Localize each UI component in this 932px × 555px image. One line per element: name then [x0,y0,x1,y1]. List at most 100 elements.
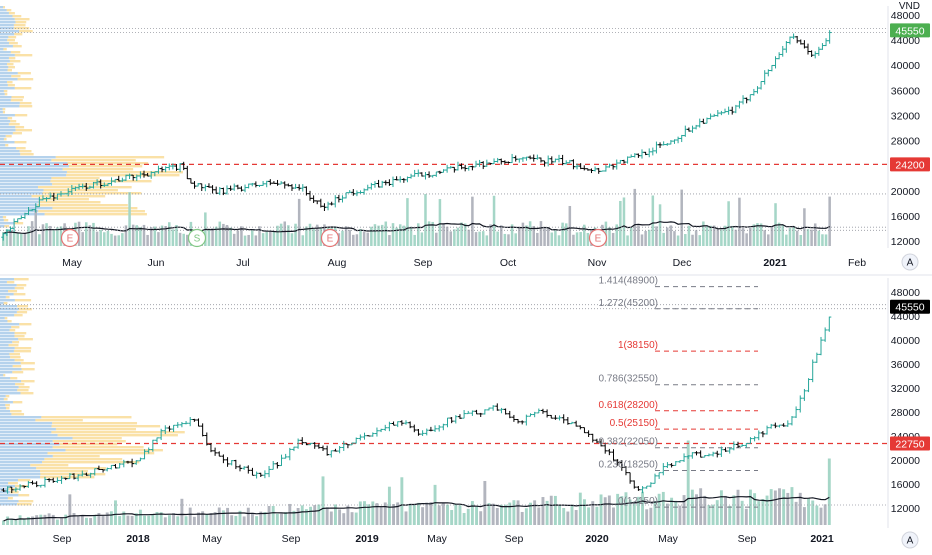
volume-bar [545,500,549,525]
volume-bar [761,498,765,525]
x-tick-label: Sep [282,533,301,545]
fib-level-label: 0.5(25150) [610,418,658,429]
volume-profile-bar [2,216,7,219]
volume-profile-bar [0,117,8,120]
volume-bar [450,510,454,525]
volume-bar [525,225,528,246]
volume-profile-bar [0,308,19,311]
volume-bar [813,223,817,246]
volume-bar [175,225,178,246]
volume-profile-bar [0,9,7,12]
volume-profile-bar [0,383,16,386]
volume-profile-bar [17,479,31,482]
y-tick-label: 12000 [891,236,920,248]
volume-bar [732,495,736,525]
volume-bar [442,223,445,246]
volume-bar [759,223,763,246]
volume-profile-bar [7,81,13,84]
volume-bar [142,224,146,246]
volume-bar [792,226,795,246]
volume-bar [246,507,250,525]
volume-profile-bar [0,491,11,494]
volume-profile-bar [0,485,15,488]
volume-profile-bar [5,135,12,138]
y-tick-label: 16000 [891,479,920,491]
volume-bar [676,235,680,246]
volume-bar [467,229,471,246]
volume-bar [238,510,242,525]
volume-profile-bar [17,72,31,75]
y-tick-label: 32000 [891,383,920,395]
volume-bar [93,514,97,525]
volume-profile-bar [3,374,6,377]
volume-bar [217,507,221,525]
volume-profile-bar [0,12,9,15]
volume-bar [27,226,30,246]
fib-level-label: 0.236(18250) [599,460,659,471]
volume-bar [89,518,93,525]
volume-profile-bar [66,174,180,177]
price-badge-label: 45550 [895,302,924,314]
volume-bar [380,224,384,246]
volume-bar [60,517,64,525]
volume-profile-bar [9,353,20,356]
volume-bar [503,233,507,246]
volume-bar [799,235,803,246]
event-marker [187,228,207,248]
volume-bar [508,502,512,525]
volume-profile-bar [0,81,8,84]
volume-bar [396,502,400,525]
volume-bar [398,224,402,246]
volume-profile-bar [0,171,67,174]
volume-bar [802,507,806,525]
volume-bar [106,230,110,246]
y-tick-label: 20000 [891,186,920,198]
volume-bar [103,232,106,246]
volume-bar [520,511,524,525]
volume-profile-bar [12,401,23,404]
volume-bar [616,493,620,525]
volume-profile-bar [0,293,14,296]
volume-bar [16,233,19,246]
x-tick-label: 2021 [763,257,787,269]
volume-bar [359,228,362,246]
volume-bar [546,227,550,246]
volume-profile-bar [14,359,24,362]
volume-profile-bar [40,476,95,479]
volume-bar [14,520,18,525]
volume-bar [595,506,599,525]
volume-bar [622,197,626,246]
auto-scale-button[interactable] [901,253,919,271]
y-tick-label: 48000 [891,287,920,299]
volume-bar [678,505,682,525]
volume-profile-bar [17,389,29,392]
volume-profile-bar [0,341,13,344]
volume-profile-bar [6,281,15,284]
volume-bar [702,221,705,246]
volume-bar [243,235,247,246]
volume-profile-bar [0,87,15,90]
volume-bar [292,510,296,525]
volume-bar [521,222,525,246]
volume-bar [712,225,716,246]
volume-profile-bar [19,102,32,105]
volume-profile-bar [7,497,13,500]
y-tick-label: 36000 [891,85,920,97]
volume-profile-bar [47,452,155,455]
volume-profile-bar [0,60,10,63]
volume-profile-bar [30,464,69,467]
auto-scale-button[interactable] [901,531,919,549]
volume-bar [242,516,246,525]
volume-bar [305,226,308,246]
y-tick-label: 36000 [891,359,920,371]
volume-profile-bar [0,102,20,105]
volume-profile-bar [3,398,8,401]
volume-profile-bar [52,440,126,443]
volume-profile-bar [0,431,52,434]
volume-bar [213,512,217,525]
volume-bar [138,509,142,525]
volume-bar [786,492,790,525]
volume-profile-bar [0,222,15,225]
volume-bar [280,513,283,525]
volume-bar [431,221,434,246]
